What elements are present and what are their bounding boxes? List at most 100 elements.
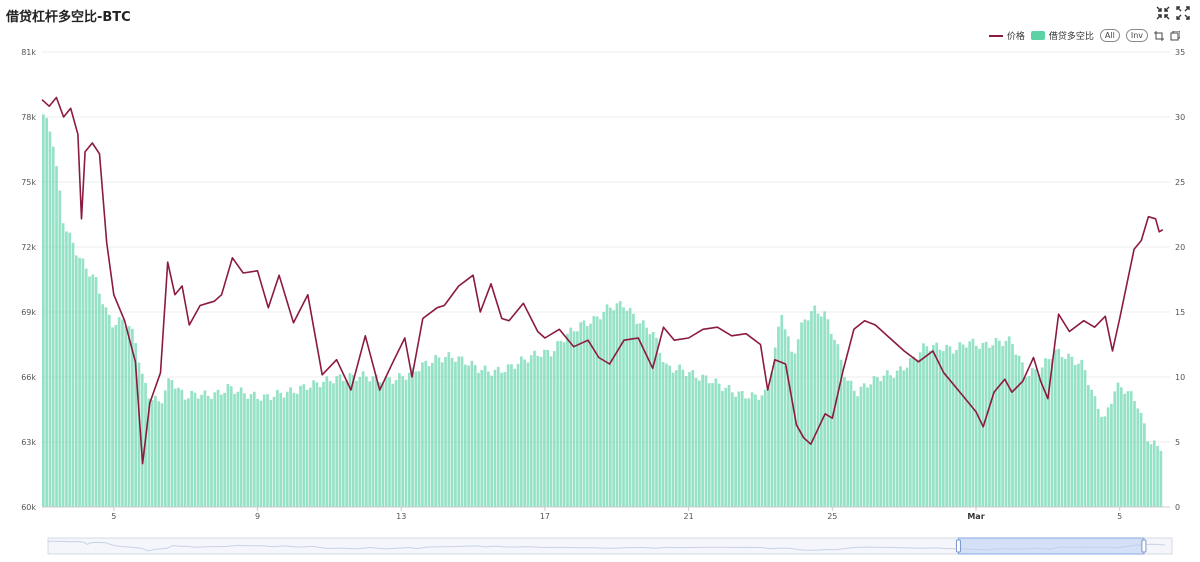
left-axis-tick-label: 69k [21, 308, 36, 317]
ratio-bar [355, 380, 358, 507]
ratio-bar [552, 351, 556, 507]
ratio-bar [338, 374, 342, 507]
ratio-bar [457, 356, 461, 507]
ratio-bar [256, 398, 259, 507]
inv-button[interactable]: Inv [1125, 29, 1148, 42]
ratio-bar [1116, 382, 1120, 507]
ratio-bar [223, 392, 227, 507]
ratio-bar [309, 387, 312, 507]
ratio-bar [856, 396, 859, 507]
ratio-bar [391, 383, 395, 507]
ratio-bar [1037, 374, 1041, 507]
right-axis-tick-label: 0 [1175, 503, 1180, 512]
ratio-bar [645, 327, 648, 507]
ratio-bar [180, 389, 184, 507]
legend-price-label: 价格 [1006, 32, 1025, 42]
ratio-bar [951, 353, 955, 507]
ratio-bar [740, 391, 744, 507]
ratio-bar [55, 166, 58, 508]
legend: 价格 借贷多空比 All Inv [988, 29, 1180, 42]
ratio-bar [1136, 408, 1140, 507]
ratio-bar [470, 360, 474, 507]
ratio-bar [460, 356, 464, 507]
x-axis-tick-label: Mar [967, 512, 984, 521]
ratio-bar [819, 316, 823, 507]
ratio-bar [1106, 407, 1110, 507]
ratio-bar [467, 365, 470, 507]
crop-icon[interactable] [1154, 30, 1164, 41]
ratio-bar [829, 333, 833, 507]
ratio-bar [787, 336, 790, 507]
ratio-bar [595, 316, 599, 507]
ratio-bar [599, 319, 602, 507]
ratio-bar [477, 372, 480, 507]
ratio-bar [463, 364, 467, 507]
ratio-bar [117, 317, 121, 507]
ratio-bar [1004, 340, 1008, 507]
ratio-bar [1077, 363, 1080, 507]
ratio-bar [1152, 440, 1156, 507]
ratio-bar [368, 381, 372, 507]
ratio-bar [760, 395, 764, 507]
ratio-bar [839, 359, 843, 507]
expand-arrows-icon[interactable] [1176, 6, 1190, 20]
ratio-bar [767, 387, 770, 507]
ratio-bar [111, 327, 114, 507]
ratio-bar [1027, 376, 1031, 507]
left-axis-tick-label: 72k [21, 243, 36, 252]
ratio-bar [862, 383, 866, 507]
ratio-bar [783, 329, 787, 507]
ratio-bar [487, 371, 490, 507]
ratio-bar [401, 376, 405, 507]
left-axis-tick-label: 63k [21, 438, 36, 447]
right-axis-tick-label: 5 [1175, 438, 1180, 447]
ratio-bar [84, 268, 88, 507]
ratio-bar [187, 398, 190, 507]
restore-icon[interactable] [1170, 30, 1180, 41]
ratio-bar [859, 386, 863, 507]
ratio-bar [1080, 359, 1084, 507]
ratio-bar [796, 339, 800, 507]
ratio-bar [737, 391, 741, 507]
ratio-bar [381, 382, 385, 507]
legend-item-price[interactable]: 价格 [988, 29, 1025, 42]
ratio-bar [803, 319, 807, 507]
ratio-bar [701, 374, 704, 507]
ratio-bar [1113, 391, 1117, 507]
ratio-bar [58, 190, 62, 508]
ratio-bar [1143, 423, 1146, 507]
ratio-bar [655, 337, 658, 507]
ratio-bar [506, 364, 510, 507]
ratio-bar [592, 316, 596, 507]
ratio-bar [793, 353, 797, 507]
ratio-bar [698, 380, 701, 507]
ratio-bar [173, 388, 177, 507]
all-button[interactable]: All [1099, 29, 1120, 42]
toolbar [1156, 6, 1190, 20]
ratio-bar [243, 393, 246, 507]
ratio-bar [322, 381, 325, 507]
ratio-bar [984, 341, 988, 507]
ratio-bar [289, 387, 292, 507]
ratio-bar [721, 390, 724, 507]
ratio-bar [94, 277, 98, 507]
ratio-bar [747, 398, 751, 507]
navigator-handle[interactable] [955, 539, 961, 553]
ratio-bar [411, 367, 414, 507]
legend-item-ratio[interactable]: 借贷多空比 [1030, 29, 1094, 42]
ratio-bar [213, 392, 217, 507]
ratio-bar [902, 370, 906, 507]
ratio-bar [559, 340, 563, 507]
ratio-bar [945, 344, 948, 507]
navigator-handle[interactable] [1141, 539, 1147, 553]
ratio-bar [1103, 416, 1107, 507]
ratio-bar [823, 311, 826, 507]
ratio-bar [754, 394, 757, 507]
collapse-arrows-icon[interactable] [1156, 6, 1170, 20]
navigator-selection[interactable] [957, 537, 1145, 555]
ratio-bar [114, 324, 118, 507]
ratio-bar [948, 346, 952, 507]
left-axis-tick-label: 81k [21, 48, 36, 57]
ratio-bar [569, 327, 573, 507]
ratio-bar [816, 313, 820, 507]
